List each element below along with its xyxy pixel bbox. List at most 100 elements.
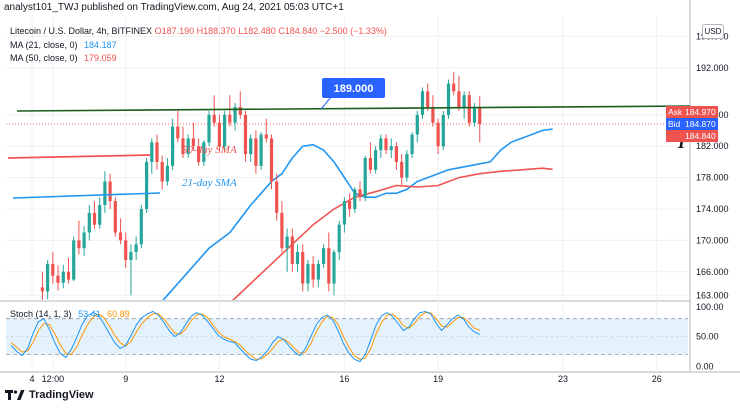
resistance-callout[interactable]: 189.000	[320, 78, 385, 110]
candle-body	[165, 165, 169, 182]
ma50-line[interactable]	[209, 167, 553, 319]
candle[interactable]	[446, 79, 451, 119]
candle[interactable]	[327, 232, 331, 292]
candle[interactable]	[426, 83, 430, 111]
candle[interactable]	[191, 122, 195, 151]
candle[interactable]	[275, 173, 279, 221]
candle[interactable]	[139, 205, 143, 249]
candle[interactable]	[389, 138, 393, 158]
candle[interactable]	[181, 126, 185, 158]
candle[interactable]	[394, 142, 398, 170]
candle[interactable]	[415, 110, 419, 143]
currency-button[interactable]: USD	[702, 24, 724, 39]
candle[interactable]	[129, 244, 133, 296]
candle[interactable]	[405, 150, 409, 182]
candle[interactable]	[108, 173, 112, 209]
candle[interactable]	[379, 134, 383, 158]
stoch-d-line[interactable]	[10, 312, 480, 360]
candle[interactable]	[40, 271, 44, 319]
candle[interactable]	[103, 171, 107, 213]
candle[interactable]	[171, 118, 175, 170]
candle[interactable]	[160, 155, 164, 190]
candle[interactable]	[457, 75, 461, 111]
candle[interactable]	[436, 118, 440, 155]
candle[interactable]	[400, 154, 404, 186]
candle[interactable]	[202, 139, 206, 166]
candle[interactable]	[342, 197, 346, 233]
resistance-line[interactable]	[16, 105, 691, 112]
candle[interactable]	[82, 226, 86, 257]
candle[interactable]	[467, 91, 471, 127]
stoch-legend[interactable]: Stoch (14, 1, 3) 53.41 60.89	[10, 309, 130, 319]
candle[interactable]	[98, 197, 102, 229]
candle[interactable]	[72, 236, 76, 282]
candle[interactable]	[77, 220, 81, 255]
candle[interactable]	[223, 110, 227, 151]
candle[interactable]	[233, 103, 237, 131]
candle[interactable]	[92, 201, 97, 229]
candle[interactable]	[420, 87, 425, 119]
candle[interactable]	[363, 155, 367, 202]
candle[interactable]	[280, 201, 284, 253]
candle[interactable]	[337, 220, 341, 260]
sma50-drawing-line[interactable]	[7, 154, 151, 159]
candle[interactable]	[269, 134, 274, 190]
candle[interactable]	[87, 205, 91, 241]
candle[interactable]	[212, 95, 216, 127]
candle[interactable]	[285, 228, 289, 272]
candle[interactable]	[295, 244, 300, 272]
ohlc-high: H188.370	[196, 26, 236, 36]
y-tick-label: 163.000	[696, 290, 729, 300]
candle[interactable]	[61, 264, 65, 289]
candle[interactable]	[46, 259, 50, 300]
candle[interactable]	[197, 138, 201, 166]
stoch-k-line[interactable]	[10, 310, 481, 363]
candle[interactable]	[431, 95, 435, 127]
ma50-legend[interactable]: MA (50, close, 0) 179.059	[10, 53, 117, 63]
candle[interactable]	[176, 110, 180, 143]
candle[interactable]	[259, 132, 263, 170]
ma21-legend[interactable]: MA (21, close, 0) 184.187	[10, 40, 117, 50]
candle[interactable]	[322, 244, 326, 268]
candle[interactable]	[301, 244, 305, 292]
candle[interactable]	[478, 96, 482, 143]
candle[interactable]	[374, 146, 378, 174]
candle[interactable]	[441, 110, 445, 151]
candle[interactable]	[254, 130, 258, 174]
candle[interactable]	[243, 110, 248, 162]
candle[interactable]	[66, 257, 71, 284]
candle[interactable]	[348, 193, 352, 217]
candle[interactable]	[264, 118, 268, 143]
candle[interactable]	[368, 142, 372, 174]
candle[interactable]	[306, 259, 310, 292]
candle[interactable]	[249, 134, 253, 162]
candle[interactable]	[186, 134, 190, 158]
candle[interactable]	[290, 228, 294, 272]
candle[interactable]	[56, 265, 60, 291]
candle[interactable]	[472, 103, 477, 127]
candle[interactable]	[452, 71, 456, 96]
candle[interactable]	[51, 252, 55, 284]
candle[interactable]	[353, 187, 357, 213]
candle[interactable]	[155, 134, 159, 170]
candle[interactable]	[134, 236, 138, 260]
sma21-drawing-line[interactable]	[12, 192, 161, 199]
candle[interactable]	[311, 256, 315, 288]
candle[interactable]	[238, 91, 242, 119]
candle[interactable]	[118, 218, 123, 245]
symbol-name[interactable]: Litecoin / U.S. Dollar, 4h, BITFINEX	[10, 26, 153, 36]
candle[interactable]	[228, 95, 232, 127]
candle[interactable]	[358, 181, 362, 202]
candle[interactable]	[165, 158, 169, 186]
candle[interactable]	[124, 232, 128, 268]
candle[interactable]	[150, 138, 154, 174]
candle[interactable]	[462, 91, 466, 119]
candle[interactable]	[410, 132, 414, 158]
candle[interactable]	[207, 110, 211, 147]
candle[interactable]	[332, 249, 336, 296]
candle[interactable]	[217, 114, 221, 151]
candle[interactable]	[145, 158, 149, 213]
candle[interactable]	[384, 134, 388, 155]
candle[interactable]	[113, 197, 117, 237]
candle[interactable]	[316, 259, 320, 288]
